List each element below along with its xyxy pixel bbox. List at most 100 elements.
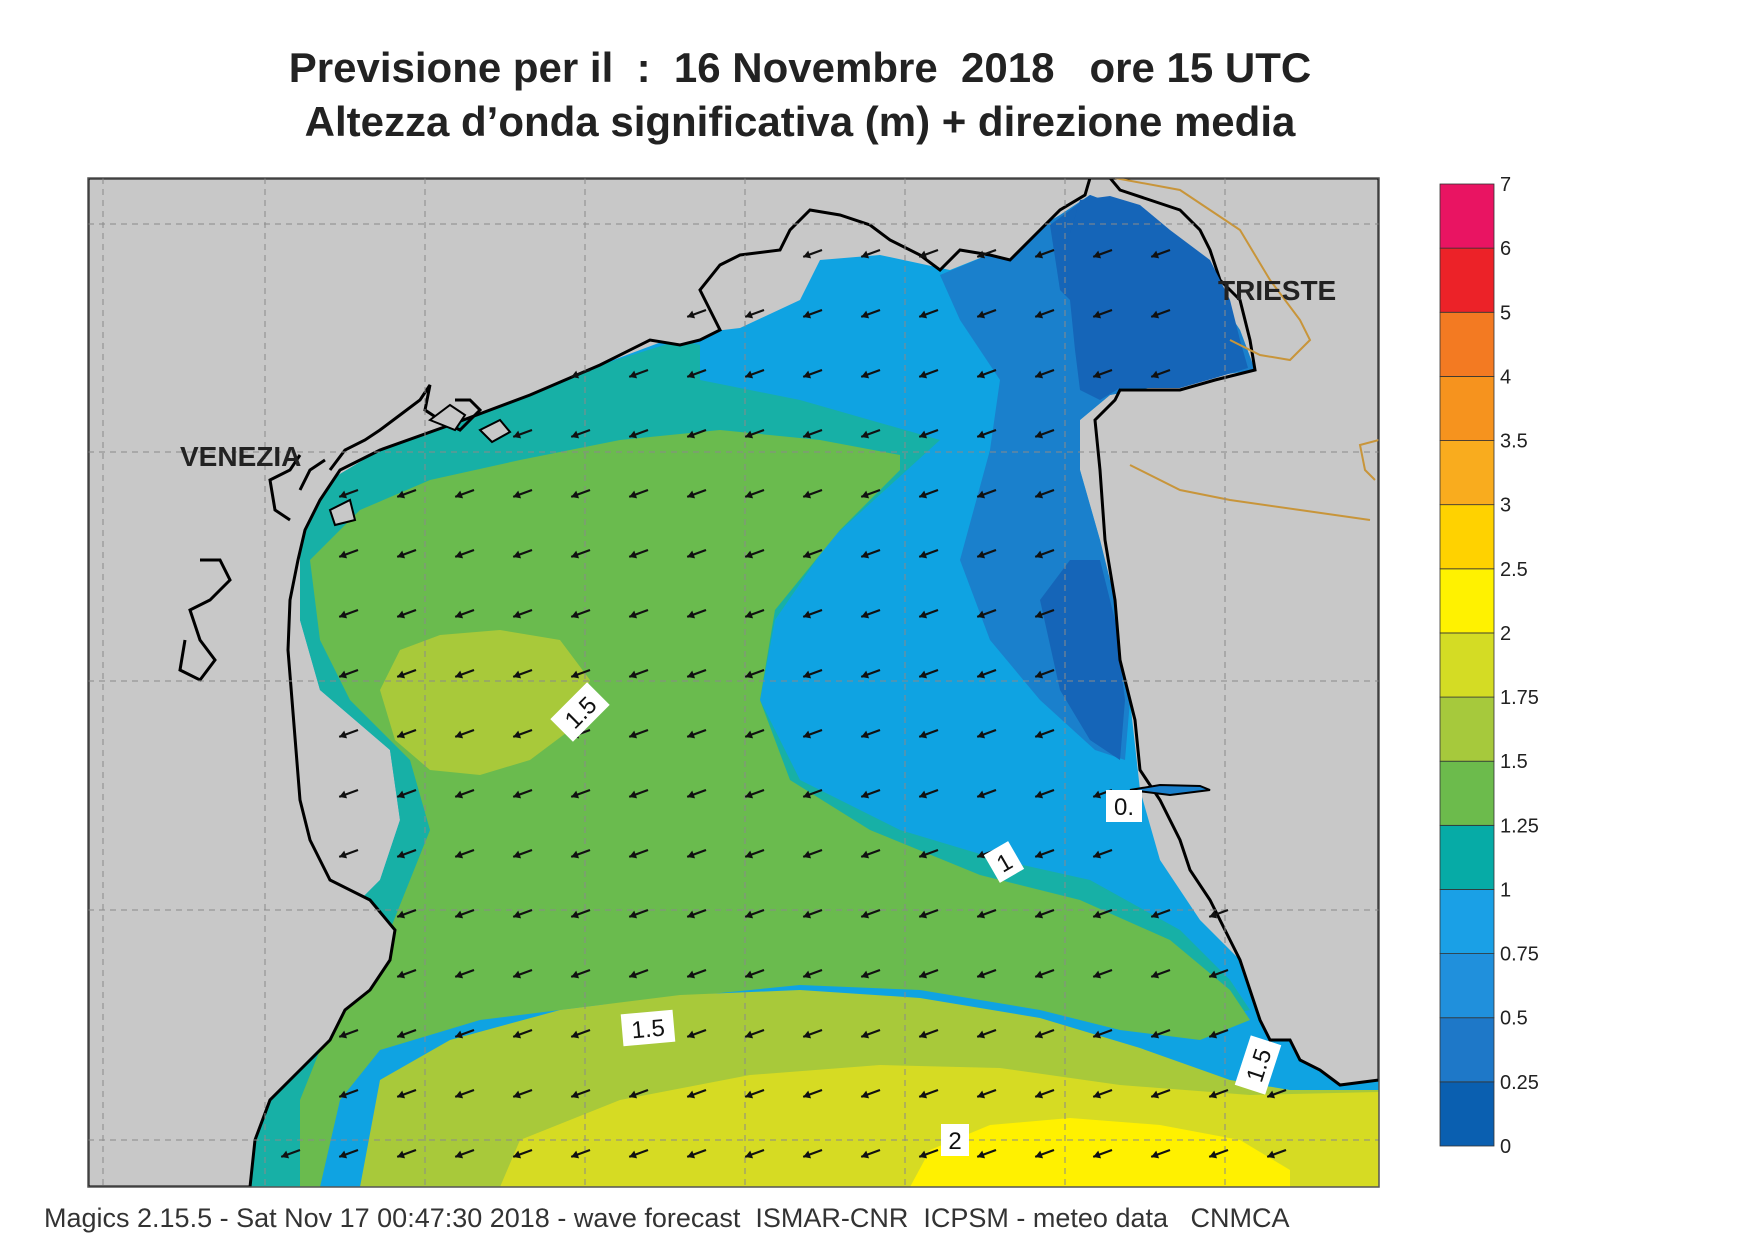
colorbar-bin bbox=[1439, 375, 1495, 441]
direction-arrow-head bbox=[629, 610, 638, 619]
direction-arrow-head bbox=[629, 910, 638, 919]
direction-arrow-head bbox=[513, 670, 522, 679]
direction-arrow-head bbox=[687, 1090, 696, 1099]
land-east-coast bbox=[1093, 178, 1379, 1087]
direction-arrow-head bbox=[1151, 310, 1160, 319]
direction-arrow-head bbox=[339, 1090, 348, 1099]
direction-arrow-head bbox=[397, 910, 406, 919]
direction-arrow-head bbox=[687, 850, 696, 859]
direction-arrow-head bbox=[1035, 430, 1044, 439]
direction-arrow-head bbox=[745, 310, 754, 319]
direction-arrow-head bbox=[1035, 730, 1044, 739]
direction-arrow-head bbox=[397, 1030, 406, 1039]
direction-arrow-head bbox=[397, 790, 406, 799]
direction-arrow-head bbox=[1035, 1030, 1044, 1039]
direction-arrow-head bbox=[1035, 610, 1044, 619]
direction-arrow-head bbox=[1035, 670, 1044, 679]
direction-arrow-head bbox=[397, 550, 406, 559]
colorbar-tick-label: 1.25 bbox=[1500, 815, 1539, 837]
contour-label-2: 2 bbox=[941, 1124, 969, 1156]
direction-arrow-head bbox=[1209, 1090, 1218, 1099]
direction-arrow-head bbox=[513, 970, 522, 979]
map-frame bbox=[87, 177, 1380, 1188]
direction-arrow-head bbox=[745, 1090, 754, 1099]
direction-arrow-head bbox=[1151, 1030, 1160, 1039]
direction-arrow-head bbox=[571, 790, 580, 799]
direction-arrow-head bbox=[513, 730, 522, 739]
direction-arrow-head bbox=[455, 970, 464, 979]
direction-arrow-head bbox=[977, 1090, 986, 1099]
direction-arrow-head bbox=[745, 550, 754, 559]
direction-arrow-head bbox=[455, 490, 464, 499]
direction-arrow-head bbox=[977, 790, 986, 799]
direction-arrow-head bbox=[339, 790, 348, 799]
direction-arrow-head bbox=[803, 970, 812, 979]
direction-arrow-head bbox=[629, 670, 638, 679]
direction-arrow-head bbox=[803, 790, 812, 799]
direction-arrow-head bbox=[803, 1150, 812, 1159]
direction-arrow-head bbox=[977, 550, 986, 559]
colorbar-tick-label: 2.5 bbox=[1500, 559, 1528, 581]
direction-arrow-head bbox=[281, 1150, 290, 1159]
direction-arrow-head bbox=[571, 1090, 580, 1099]
direction-arrow-head bbox=[977, 670, 986, 679]
direction-arrow-head bbox=[397, 850, 406, 859]
colorbar-tick-label: 1 bbox=[1500, 879, 1511, 901]
direction-arrow-head bbox=[745, 610, 754, 619]
direction-arrow-head bbox=[861, 1030, 870, 1039]
colorbar-bin bbox=[1439, 696, 1495, 762]
direction-arrow-head bbox=[1093, 1090, 1102, 1099]
direction-arrow-head bbox=[803, 250, 812, 259]
direction-arrow-head bbox=[1035, 850, 1044, 859]
direction-arrow-head bbox=[455, 1030, 464, 1039]
direction-arrow-head bbox=[339, 670, 348, 679]
direction-arrow-head bbox=[919, 850, 928, 859]
direction-arrow-head bbox=[1035, 970, 1044, 979]
land-north-coast bbox=[88, 178, 1379, 1187]
map-area: 1.5 0. 1 1.5 1.5 2 VENEZIA TRIESTE bbox=[88, 178, 1379, 1187]
direction-arrow-head bbox=[1209, 970, 1218, 979]
direction-arrow-head bbox=[803, 910, 812, 919]
direction-arrow-head bbox=[745, 430, 754, 439]
direction-arrow-head bbox=[977, 1030, 986, 1039]
direction-arrow-head bbox=[339, 610, 348, 619]
direction-arrow-head bbox=[803, 610, 812, 619]
colorbar-tick-label: 0.5 bbox=[1500, 1008, 1528, 1030]
direction-arrow-head bbox=[1035, 910, 1044, 919]
direction-arrow-head bbox=[803, 850, 812, 859]
direction-arrow-head bbox=[803, 490, 812, 499]
direction-arrow-head bbox=[861, 250, 870, 259]
direction-arrow-head bbox=[977, 430, 986, 439]
colorbar-tick-label: 7 bbox=[1500, 174, 1511, 196]
direction-arrow-head bbox=[861, 730, 870, 739]
direction-arrow-head bbox=[919, 550, 928, 559]
direction-arrow-head bbox=[861, 430, 870, 439]
direction-arrow-head bbox=[861, 850, 870, 859]
sea-1-25-1-5-zone bbox=[300, 430, 1250, 1187]
direction-arrow-head bbox=[1151, 1150, 1160, 1159]
direction-arrow-head bbox=[571, 670, 580, 679]
colorbar-bin bbox=[1439, 889, 1495, 955]
colorbar-bin bbox=[1439, 632, 1495, 698]
direction-arrow-head bbox=[1035, 490, 1044, 499]
direction-arrow-head bbox=[861, 910, 870, 919]
colorbar-bin bbox=[1439, 183, 1495, 249]
direction-arrow-head bbox=[1151, 370, 1160, 379]
direction-arrow-head bbox=[571, 370, 580, 379]
colorbar-tick-label: 1.5 bbox=[1500, 751, 1528, 773]
colorbar-tick-label: 3 bbox=[1500, 495, 1511, 517]
direction-arrow-head bbox=[745, 910, 754, 919]
direction-arrow-head bbox=[803, 1030, 812, 1039]
direction-arrow-head bbox=[1035, 310, 1044, 319]
direction-arrow-head bbox=[745, 730, 754, 739]
city-label-venezia: VENEZIA bbox=[180, 441, 301, 472]
direction-arrow-head bbox=[919, 790, 928, 799]
direction-arrow-head bbox=[687, 910, 696, 919]
direction-arrow-head bbox=[919, 1090, 928, 1099]
direction-arrow-head bbox=[1035, 1090, 1044, 1099]
direction-arrow-head bbox=[977, 310, 986, 319]
direction-arrow-head bbox=[513, 610, 522, 619]
direction-arrow-head bbox=[513, 790, 522, 799]
direction-arrow-head bbox=[861, 610, 870, 619]
